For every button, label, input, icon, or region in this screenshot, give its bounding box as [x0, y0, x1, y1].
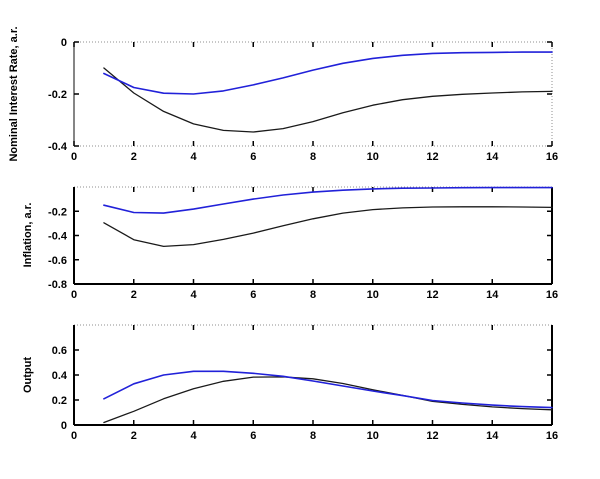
- y-tick-label: 0: [61, 420, 67, 432]
- x-tick-label: 10: [367, 289, 379, 301]
- nominal-interest-rate-plot: 0 2 4 6 8 10 12 14 16 0 -0.2 -0.4: [48, 37, 558, 163]
- x-tick-label: 14: [486, 289, 499, 301]
- x-tick-label: 4: [190, 430, 197, 442]
- series-line-black: [103, 206, 553, 248]
- y-axis-label-inflation: Inflation, a.r.: [22, 203, 34, 268]
- x-tick-label: 14: [486, 430, 499, 442]
- y-axis-label-output: Output: [22, 357, 34, 393]
- inflation-plot: 0 2 4 6 8 10 12 14 16 -0.2 -0.4 -0.6 -0.8: [48, 186, 558, 301]
- series-line-black: [103, 376, 553, 424]
- x-tick-label: 6: [250, 289, 256, 301]
- y-tick-label: -0.6: [48, 255, 67, 267]
- y-tick-label: 0.2: [52, 395, 67, 407]
- x-tick-label: 6: [250, 151, 256, 163]
- x-tick-label: 8: [310, 289, 316, 301]
- x-tick-label: 0: [71, 151, 77, 163]
- x-tick-label: 16: [546, 289, 558, 301]
- x-tick-label: 8: [310, 151, 316, 163]
- y-tick-label: -0.2: [48, 89, 67, 101]
- series-line-blue: [103, 370, 553, 409]
- x-tick-label: 6: [250, 430, 256, 442]
- y-tick-label: -0.4: [48, 141, 68, 153]
- x-tick-label: 4: [190, 289, 197, 301]
- x-tick-label: 2: [131, 151, 137, 163]
- y-tick-label: -0.2: [48, 206, 67, 218]
- y-tick-label: 0.4: [52, 370, 68, 382]
- x-tick-label: 12: [426, 289, 438, 301]
- x-tick-label: 16: [546, 430, 558, 442]
- x-tick-label: 10: [367, 151, 379, 163]
- x-tick-label: 0: [71, 289, 77, 301]
- x-tick-label: 12: [426, 430, 438, 442]
- series-line-blue: [103, 186, 553, 214]
- y-tick-label: -0.4: [48, 231, 68, 243]
- x-tick-label: 16: [546, 151, 558, 163]
- x-tick-label: 0: [71, 430, 77, 442]
- x-tick-label: 12: [426, 151, 438, 163]
- x-tick-label: 2: [131, 289, 137, 301]
- y-tick-label: 0: [61, 37, 67, 49]
- output-plot: 0 2 4 6 8 10 12 14 16 0 0.2 0.4 0.6: [52, 324, 558, 442]
- x-tick-label: 4: [190, 151, 197, 163]
- series-line-black: [103, 67, 553, 133]
- series-line-blue: [103, 51, 553, 95]
- x-tick-label: 2: [131, 430, 137, 442]
- x-tick-label: 14: [486, 151, 499, 163]
- y-axis-label-nominal-interest-rate: Nominal Interest Rate, a.r.: [8, 26, 20, 161]
- y-tick-label: 0.6: [52, 345, 67, 357]
- x-tick-label: 8: [310, 430, 316, 442]
- x-tick-label: 10: [367, 430, 379, 442]
- y-tick-label: -0.8: [48, 279, 67, 291]
